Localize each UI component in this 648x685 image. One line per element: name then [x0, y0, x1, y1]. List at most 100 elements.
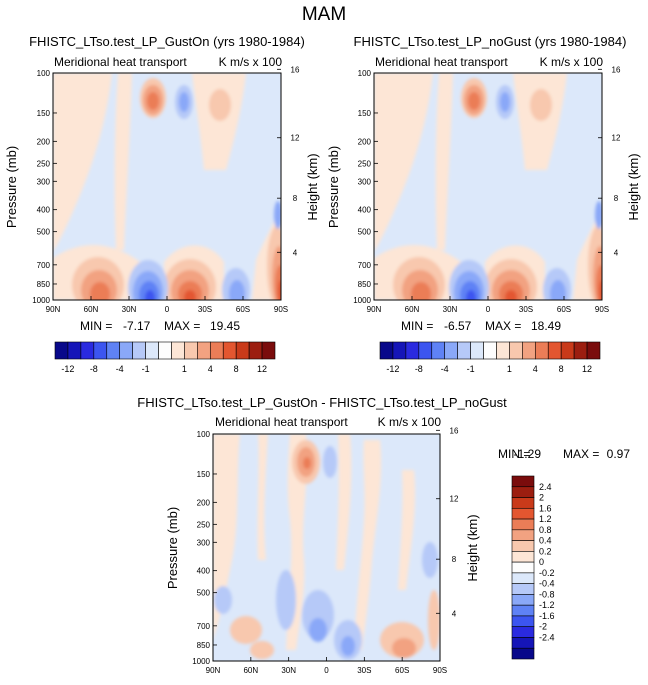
x-tick-label: 30S — [357, 666, 371, 675]
colorbar-swatch — [106, 341, 121, 360]
colorbar-swatch — [511, 551, 535, 563]
x-tick-label: 60N — [405, 305, 420, 314]
colorbar-swatch — [171, 341, 185, 360]
panel-subtitle-left: Meridional heat transport — [54, 55, 187, 69]
height-tick-label: 16 — [612, 65, 621, 74]
min-label: MIN = — [498, 447, 530, 461]
colorbar-swatch — [119, 341, 133, 360]
y-axis-label: Pressure (mb) — [326, 146, 341, 228]
colorbar-label: 0.2 — [539, 546, 552, 556]
y-tick-label: 1000 — [32, 296, 50, 305]
y-tick-label: 150 — [358, 109, 372, 118]
colorbar-label: -1 — [467, 364, 475, 374]
x-tick-label: 90N — [367, 305, 382, 314]
x-ticks: 90N 60N 30N 0 30S 60S 90S — [46, 296, 288, 314]
colorbar-label: -0.8 — [539, 589, 555, 599]
colorbar-swatch — [511, 626, 535, 638]
colorbar-label: -0.4 — [539, 579, 555, 589]
colorbar-swatch — [54, 341, 69, 360]
y-tick-label: 150 — [197, 470, 211, 479]
colorbar-swatch — [511, 647, 535, 660]
colorbar-label: -4 — [441, 364, 449, 374]
height-ticks: 16 12 8 4 — [598, 65, 621, 257]
panel-no-gust: FHISTC_LTso.test_LP_noGust (yrs 1980-198… — [326, 34, 641, 333]
colorbar-swatch — [80, 341, 95, 360]
height-tick-label: 8 — [293, 194, 298, 203]
colorbar-swatch — [511, 594, 535, 606]
colorbar-label: 8 — [559, 364, 564, 374]
y-ticks: 100 150 200 250 300 400 500 700 850 1000 — [192, 430, 217, 666]
max-label: MAX = — [563, 447, 599, 461]
colorbar-swatch — [444, 341, 458, 360]
colorbar-swatch — [483, 341, 497, 360]
colorbar-swatch — [145, 341, 159, 360]
colorbar-swatch — [511, 561, 535, 574]
colorbar-label: 0.4 — [539, 536, 552, 546]
height-tick-label: 4 — [452, 609, 457, 618]
colorbar-label: -2.4 — [539, 632, 555, 642]
min-label: MIN = — [401, 319, 433, 333]
colorbar-swatch — [511, 529, 535, 541]
panel-subtitle-right: K m/s x 100 — [540, 55, 604, 69]
contour-field — [213, 434, 440, 661]
y-tick-label: 850 — [37, 280, 51, 289]
height-ticks: 16 12 8 4 — [277, 65, 300, 257]
x-tick-label: 60S — [395, 666, 409, 675]
colorbar-label: 1.2 — [539, 514, 552, 524]
x-tick-label: 90N — [206, 666, 221, 675]
x-tick-label: 0 — [165, 305, 170, 314]
y-axis-label: Pressure (mb) — [4, 146, 19, 228]
x-tick-label: 30N — [122, 305, 137, 314]
colorbar-swatch — [418, 341, 433, 360]
x-tick-label: 60N — [243, 666, 258, 675]
panel-gust-on: FHISTC_LTso.test_LP_GustOn (yrs 1980-198… — [4, 34, 320, 333]
y-tick-label: 500 — [37, 228, 51, 237]
x-tick-label: 0 — [486, 305, 491, 314]
y-tick-label: 850 — [358, 280, 372, 289]
y-tick-label: 1000 — [353, 296, 371, 305]
panel-subtitle-right: K m/s x 100 — [378, 415, 442, 429]
colorbar-swatch — [158, 341, 172, 360]
y-tick-label: 100 — [358, 69, 372, 78]
max-value: 0.97 — [607, 447, 631, 461]
colorbar-difference: 2.421.61.20.80.40.20-0.2-0.4-0.8-1.2-1.6… — [511, 475, 555, 660]
y-tick-label: 200 — [358, 137, 372, 146]
colorbar-label: 0.8 — [539, 525, 552, 535]
colorbar-label: 1 — [182, 364, 187, 374]
y-tick-label: 250 — [197, 520, 211, 529]
colorbar-label: 2.4 — [539, 482, 552, 492]
colorbar-swatch — [222, 341, 237, 360]
x-tick-label: 60S — [236, 305, 250, 314]
colorbar-label: 4 — [533, 364, 538, 374]
x-tick-label: 60S — [557, 305, 571, 314]
y-tick-label: 1000 — [192, 657, 210, 666]
colorbar-label: 8 — [234, 364, 239, 374]
panel-title: FHISTC_LTso.test_LP_noGust (yrs 1980-198… — [354, 34, 627, 49]
x-tick-label: 90S — [433, 666, 447, 675]
height-tick-label: 12 — [291, 134, 300, 143]
y-tick-label: 400 — [37, 206, 51, 215]
y-tick-label: 850 — [197, 641, 211, 650]
min-label: MIN = — [80, 319, 112, 333]
x-tick-label: 90N — [46, 305, 61, 314]
x-tick-label: 30S — [198, 305, 212, 314]
y-tick-label: 300 — [358, 177, 372, 186]
colorbar-swatch — [209, 341, 224, 360]
y-ticks: 100 150 200 250 300 400 500 700 850 1000 — [353, 69, 378, 305]
x-ticks: 90N 60N 30N 0 30S 60S 90S — [367, 296, 609, 314]
y-tick-label: 700 — [37, 261, 51, 270]
x-tick-label: 30N — [281, 666, 296, 675]
colorbar-label: 1.6 — [539, 503, 552, 513]
colorbar-swatch — [511, 475, 535, 488]
height-tick-label: 12 — [450, 495, 459, 504]
y2-axis-label: Height (km) — [626, 153, 641, 220]
colorbar-label: -1 — [142, 364, 150, 374]
colorbar-no-gust: -12 -8 -4 -1 1 4 8 12 — [379, 341, 601, 374]
panel-subtitle-left: Meridional heat transport — [375, 55, 508, 69]
y-tick-label: 700 — [358, 261, 372, 270]
colorbar-label: -1.6 — [539, 611, 555, 621]
colorbar-swatch — [197, 341, 211, 360]
max-label: MAX = — [485, 319, 521, 333]
x-tick-label: 90S — [595, 305, 609, 314]
colorbar-swatch — [496, 341, 510, 360]
